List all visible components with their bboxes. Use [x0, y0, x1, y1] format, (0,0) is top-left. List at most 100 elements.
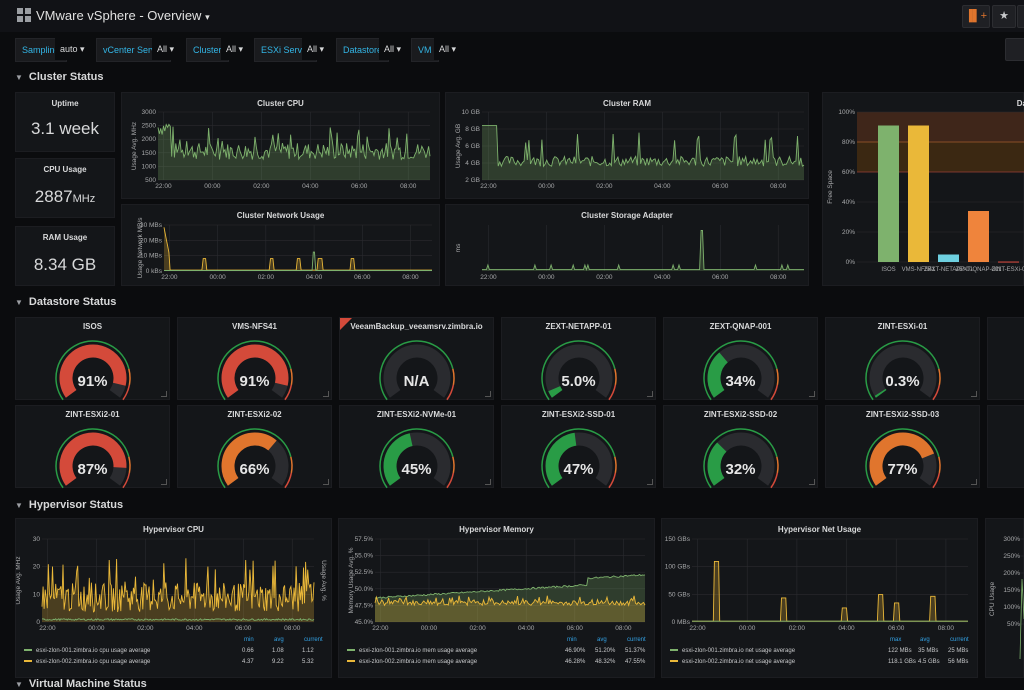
legend-label: esxi-zlon-002.zimbra.io cpu usage averag… [36, 659, 151, 665]
view-mode-button[interactable] [1005, 38, 1024, 61]
gauge-value: 91% [239, 373, 270, 390]
x-tick-label: 04:00 [186, 625, 203, 632]
legend-series[interactable]: esxi-zlon-001.zimbra.io mem usage averag… [347, 648, 477, 654]
gauge-title: ZINT-ESXi-01 [877, 322, 928, 331]
x-tick-label: 08:00 [402, 274, 419, 281]
threshold-ok [703, 428, 778, 489]
var-datastore-select[interactable]: All ▾ [379, 38, 407, 60]
var-vm-label: VM [411, 38, 439, 62]
x-tick-label: 04:00 [302, 183, 319, 190]
gauge-title: ZINT-ESXi2-02 [227, 410, 282, 419]
legend-label: esxi-zlon-002.zimbra.io mem usage averag… [359, 659, 478, 665]
y-tick-label: 10 [33, 591, 41, 598]
resize-handle[interactable] [323, 391, 329, 397]
y-tick-label: 80% [842, 139, 855, 146]
gauge-title: VeeamBackup_veeamsrv.zimbra.io [350, 322, 483, 331]
legend-series[interactable]: esxi-zlon-001.zimbra.io net usage averag… [670, 648, 795, 654]
gauge-value-arc [548, 385, 563, 398]
resize-handle[interactable] [971, 479, 977, 485]
y-tick-label: 100% [838, 109, 855, 116]
net-series-002-area [692, 561, 968, 622]
threshold-warn [776, 368, 779, 386]
var-esxi-select[interactable]: All ▾ [302, 38, 330, 60]
threshold-crit [932, 384, 941, 401]
y-axis-label: Usage Avg. MHz [16, 556, 22, 604]
gauge-value: 32% [725, 461, 756, 478]
gauge-dial [55, 340, 131, 401]
legend-header: avg [920, 637, 930, 643]
gauge-value-arc [545, 432, 577, 486]
resize-handle[interactable] [809, 479, 815, 485]
threshold-crit [284, 384, 293, 401]
gauge-track [383, 344, 451, 398]
var-vcenter-select[interactable]: All ▾ [152, 38, 180, 60]
dashboard-title[interactable]: VMware vSphere - Overview ▾ [36, 8, 210, 23]
threshold-ok [703, 340, 778, 401]
gauge-value-arc [59, 432, 127, 486]
resize-handle[interactable] [809, 391, 815, 397]
resize-handle[interactable] [647, 391, 653, 397]
section-hypervisor-status[interactable]: ▼ Hypervisor Status [15, 499, 124, 511]
cpu-percent-series [1019, 578, 1024, 660]
resize-handle[interactable] [161, 391, 167, 397]
x-tick-label: 02:00 [253, 183, 270, 190]
datastore-gauge-panel [987, 317, 1024, 400]
threshold-ok [217, 428, 292, 489]
var-sampling-select[interactable]: auto ▾ [55, 38, 90, 60]
legend-series[interactable]: esxi-zlon-001.zimbra.io cpu usage averag… [24, 648, 150, 654]
y-tick-label: 30 MBs [140, 222, 163, 229]
legend-series[interactable]: esxi-zlon-002.zimbra.io net usage averag… [670, 659, 795, 665]
resize-handle[interactable] [647, 479, 653, 485]
ram-usage-value: 8.34 GB [33, 255, 97, 274]
gauge-title: ZINT-ESXi2-01 [65, 410, 120, 419]
legend-value: 1.08 [272, 648, 284, 654]
section-cluster-status[interactable]: ▼ Cluster Status [15, 71, 104, 83]
share-button[interactable] [1017, 5, 1024, 28]
legend-series[interactable]: esxi-zlon-002.zimbra.io mem usage averag… [347, 659, 477, 665]
chevron-down-icon: ▼ [15, 73, 23, 82]
resize-handle[interactable] [971, 391, 977, 397]
y-tick-label: 2500 [142, 123, 157, 130]
datastore-gauge-panel: VeeamBackup_veeamsrv.zimbra.io N/A [339, 317, 494, 401]
threshold-warn [128, 368, 131, 386]
section-vm-status[interactable]: ▼ Virtual Machine Status [15, 678, 147, 690]
y-tick-label: 45.0% [355, 619, 374, 626]
star-button[interactable]: ★ [992, 5, 1016, 28]
panel-title: RAM Usage [42, 233, 88, 242]
star-icon: ★ [999, 10, 1009, 22]
y-tick-label: 50% [1007, 621, 1020, 628]
datastore-gauge-panel: ZINT-ESXi-01 0.3% [825, 317, 980, 401]
net-series-002 [692, 560, 968, 622]
x-tick-label: ZEXT-NETAPP-01 [924, 267, 974, 273]
resize-handle[interactable] [485, 479, 491, 485]
legend-value: 1.12 [302, 648, 314, 654]
threshold-warn [938, 368, 941, 386]
hypervisor-memory-panel: Hypervisor Memory 57.5% 55.0% 52.5% 50.0% 47… [338, 518, 655, 678]
datastore-gauge-panel: ZINT-ESXi2-SSD-02 32% [663, 405, 818, 489]
var-vm-select[interactable]: All ▾ [434, 38, 462, 60]
resize-handle[interactable] [323, 479, 329, 485]
panel-title: Hypervisor Memory [459, 525, 534, 534]
var-cluster-select[interactable]: All ▾ [221, 38, 249, 60]
dashboards-grid-icon[interactable] [17, 8, 31, 22]
datastore-gauge-panel: VMS-NFS41 91% [177, 317, 332, 401]
cpu-usage-value: 2887MHz [34, 187, 96, 206]
alert-flag-icon[interactable] [340, 318, 352, 330]
add-panel-button[interactable]: ▐▌+ [962, 5, 990, 28]
resize-handle[interactable] [161, 479, 167, 485]
threshold-crit [446, 472, 455, 489]
x-tick-label: 06:00 [351, 183, 368, 190]
legend-swatch [24, 660, 32, 663]
resize-handle[interactable] [485, 391, 491, 397]
y-tick-label: 3000 [142, 109, 157, 116]
section-datastore-status[interactable]: ▼ Datastore Status [15, 296, 117, 308]
y-tick-label: 100 GBs [665, 564, 691, 571]
legend-series[interactable]: esxi-zlon-002.zimbra.io cpu usage averag… [24, 659, 150, 665]
gauge-title: ZEXT-NETAPP-01 [545, 322, 612, 331]
y-tick-label: 1500 [142, 150, 157, 157]
gauge-dial [703, 428, 779, 489]
y-tick-label: 1000 [142, 163, 157, 170]
legend-label: esxi-zlon-002.zimbra.io net usage averag… [682, 659, 796, 665]
cluster-ram-panel: Cluster RAM 10 GB 8 GB 6 GB 4 GB 2 GB 22:00 00… [445, 92, 809, 199]
